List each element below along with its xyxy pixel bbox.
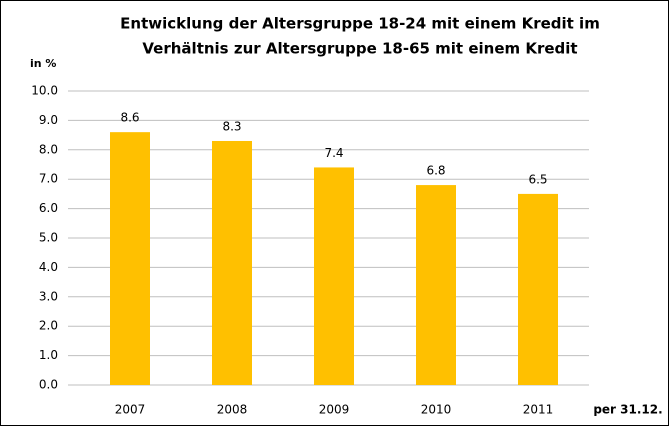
data-label: 8.3 <box>222 119 241 133</box>
chart-title-line: Verhältnis zur Altersgruppe 18-65 mit ei… <box>142 40 577 58</box>
y-tick-label: 1.0 <box>39 348 58 362</box>
y-tick-label: 8.0 <box>39 142 58 156</box>
y-tick-label: 6.0 <box>39 201 58 215</box>
chart-title-line: Entwicklung der Altersgruppe 18-24 mit e… <box>120 15 600 33</box>
data-label: 6.5 <box>528 172 547 186</box>
bar <box>110 132 150 385</box>
y-tick-label: 4.0 <box>39 260 58 274</box>
y-tick-label: 5.0 <box>39 231 58 245</box>
x-tick-label: 2007 <box>115 403 146 417</box>
x-tick-label: 2010 <box>421 403 452 417</box>
bar <box>518 193 558 385</box>
y-tick-label: 3.0 <box>39 289 58 303</box>
y-tick-label: 10.0 <box>31 84 58 98</box>
x-tick-label: 2009 <box>319 403 350 417</box>
y-tick-label: 0.0 <box>39 378 58 392</box>
bar <box>416 185 456 385</box>
bar <box>314 167 354 385</box>
x-axis-label: per 31.12. <box>593 403 662 417</box>
y-axis-label: in % <box>30 57 56 70</box>
bar <box>212 140 252 385</box>
y-tick-label: 7.0 <box>39 172 58 186</box>
data-label: 8.6 <box>120 111 139 125</box>
y-tick-label: 9.0 <box>39 113 58 127</box>
y-tick-label: 2.0 <box>39 319 58 333</box>
data-label: 6.8 <box>426 164 445 178</box>
x-tick-label: 2008 <box>217 403 248 417</box>
x-tick-label: 2011 <box>523 403 554 417</box>
data-label: 7.4 <box>324 146 343 160</box>
